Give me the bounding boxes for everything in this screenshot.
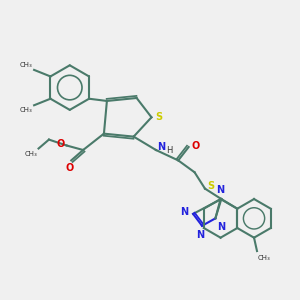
Text: O: O [191, 140, 199, 151]
Text: N: N [196, 230, 205, 240]
Text: H: H [166, 146, 173, 154]
Text: CH₃: CH₃ [20, 62, 33, 68]
Text: CH₃: CH₃ [20, 107, 33, 113]
Text: N: N [217, 222, 225, 232]
Text: CH₃: CH₃ [24, 151, 37, 157]
Text: CH₃: CH₃ [258, 255, 270, 261]
Text: N: N [181, 207, 189, 218]
Text: O: O [56, 139, 64, 149]
Text: S: S [207, 181, 214, 191]
Text: S: S [155, 112, 162, 122]
Text: O: O [66, 164, 74, 173]
Text: N: N [158, 142, 166, 152]
Text: N: N [217, 185, 225, 196]
